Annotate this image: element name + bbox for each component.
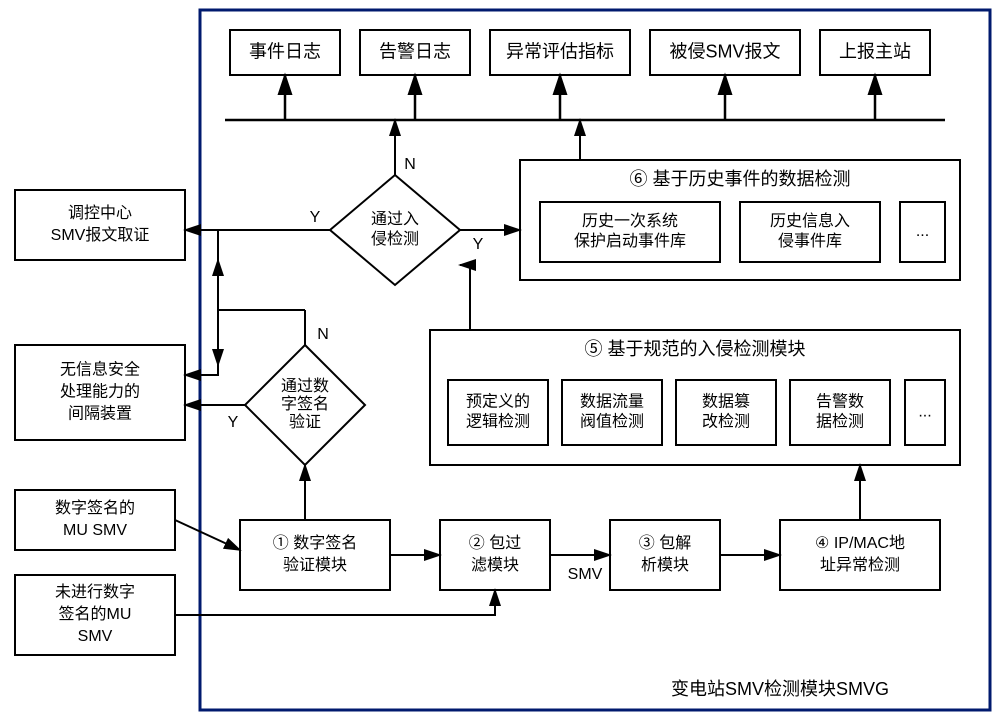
module-4-text: 址异常检测 [820,556,900,574]
output-alarm-log-text: 告警日志 [379,41,451,61]
module-2-text: ② 包过 [469,534,521,552]
intrusion-N: N [404,156,416,173]
group6-hist-primary-text: 历史一次系统 [582,212,678,230]
left-unsigned-text: SMV [78,628,113,645]
intrusion-Y-left: Y [310,209,321,226]
module-3-text: ③ 包解 [639,534,691,552]
module-1-text: ① 数字签名 [273,534,357,552]
output-report-text: 上报主站 [839,41,911,61]
module-4 [780,520,940,590]
module-4-text: ④ IP/MAC地 [815,534,905,552]
left-dispatch [15,190,185,260]
left-nosec-text: 间隔装置 [68,405,132,423]
group6-hist-info-text: 侵事件库 [778,232,842,250]
left-nosec-text: 处理能力的 [60,383,140,401]
group6-hist-primary-text: 保护启动事件库 [574,232,686,250]
sig-Y-left: Y [228,414,239,431]
group6-hist-info [740,202,880,262]
left-signed [15,490,175,550]
group5-flow [562,380,662,445]
smvg-title: 变电站SMV检测模块SMVG [671,679,889,699]
group6-hist-info-text: 历史信息入 [770,212,850,230]
left-unsigned-text: 签名的MU [59,605,132,623]
diamond-signature-text: 验证 [289,413,321,431]
left-dispatch-text: 调控中心 [68,204,132,222]
diamond-signature-text: 字签名 [281,395,329,413]
arrow-signed-to-mod1 [175,520,240,550]
left-signed-text: MU SMV [63,522,127,539]
output-event-log-text: 事件日志 [249,41,321,61]
group6-hist-primary [540,202,720,262]
left-dispatch-text: SMV报文取证 [51,226,150,244]
group5-alarm [790,380,890,445]
group5-flow-text: 数据流量 [580,393,644,411]
module-1-text: 验证模块 [283,556,347,574]
diamond-intrusion-text: 侵检测 [371,230,419,248]
module-2-text: 滤模块 [471,556,519,574]
module-1 [240,520,390,590]
diamond-intrusion [330,175,460,285]
group6-hist-ell-text: ... [916,223,929,240]
output-abnormal-text: 异常评估指标 [506,41,614,61]
group5-flow-text: 阀值检测 [580,413,644,431]
group5-tamper-text: 数据篡 [702,392,750,411]
group5-predef [448,380,548,445]
arrow-unsigned-to-mod2 [175,590,495,615]
output-intruded-smv-text: 被侵SMV报文 [669,41,780,61]
module-3 [610,520,720,590]
sig-N: N [317,326,329,343]
intrusion-Y-right: Y [473,236,484,253]
arrow-group5-to-intrusion [460,265,470,330]
left-unsigned-text: 未进行数字 [55,583,135,601]
group5-predef-text: 逻辑检测 [466,413,530,431]
group6-title: ⑥ 基于历史事件的数据检测 [630,169,851,189]
group5-title: ⑤ 基于规范的入侵检测模块 [585,339,806,359]
module-2 [440,520,550,590]
left-signed-text: 数字签名的 [55,499,135,517]
group5-alarm-text: 告警数 [816,393,864,411]
diamond-signature-text: 通过数 [281,377,329,395]
group5-predef-text: 预定义的 [466,393,530,411]
group5-tamper [676,380,776,445]
smv-label: SMV [568,566,603,583]
module-3-text: 析模块 [641,556,689,574]
diamond-intrusion-text: 通过入 [371,210,419,228]
left-nosec-text: 无信息安全 [60,361,140,379]
group5-tamper-text: 改检测 [702,413,750,431]
group5-alarm-text: 据检测 [816,413,864,431]
group5-g5-ell-text: ... [918,404,931,421]
